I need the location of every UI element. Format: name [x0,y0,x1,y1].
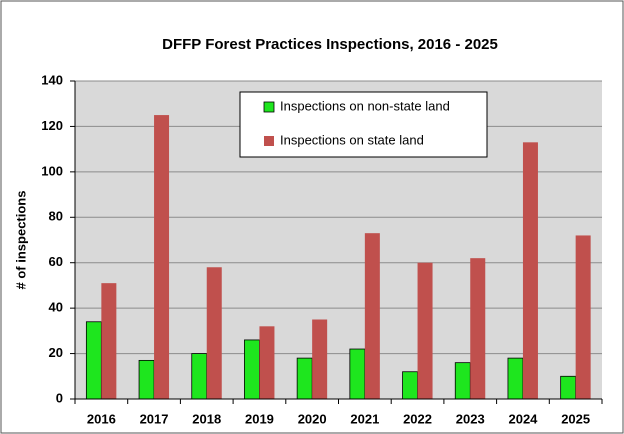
bar [206,267,222,399]
x-tick-label: 2021 [350,411,379,426]
bar [560,375,577,400]
x-tick-label: 2023 [456,411,485,426]
bar [402,371,418,400]
bar [417,262,433,399]
x-tick-label: 2016 [87,411,116,426]
bar [522,142,538,400]
y-tick-label: 140 [41,72,63,87]
y-tick-label: 20 [49,345,63,360]
y-tick-label: 120 [41,118,63,133]
x-tick-label: 2019 [245,411,274,426]
bar [312,319,328,399]
x-tick-label: 2022 [403,411,432,426]
legend-swatch [264,136,274,146]
bar [244,339,260,400]
bar [85,321,102,400]
bar [470,258,486,399]
legend-label: Inspections on state land [280,132,424,147]
bar [101,283,117,399]
chart-title: DFFP Forest Practices Inspections, 2016 … [162,36,498,53]
bar [454,362,471,400]
y-tick-label: 100 [41,163,63,178]
bar [154,115,170,400]
y-tick-label: 60 [49,254,63,269]
bar [575,235,591,399]
y-tick-label: 40 [49,300,63,315]
legend-label: Inspections on non-state land [280,98,450,113]
x-tick-label: 2024 [508,411,538,426]
y-axis-label: # of inspections [13,191,28,290]
bar [349,348,366,400]
x-tick-label: 2018 [192,411,221,426]
y-tick-label: 80 [49,209,63,224]
bar [138,359,155,400]
x-tick-label: 2020 [298,411,327,426]
y-tick-label: 0 [56,390,63,405]
bar [191,353,208,400]
bar [296,357,313,400]
legend-swatch [263,101,275,113]
bar [259,326,275,399]
bar [507,357,524,400]
x-tick-label: 2017 [140,411,169,426]
bar [364,233,380,399]
legend-box [239,91,488,158]
x-tick-label: 2025 [561,411,590,426]
